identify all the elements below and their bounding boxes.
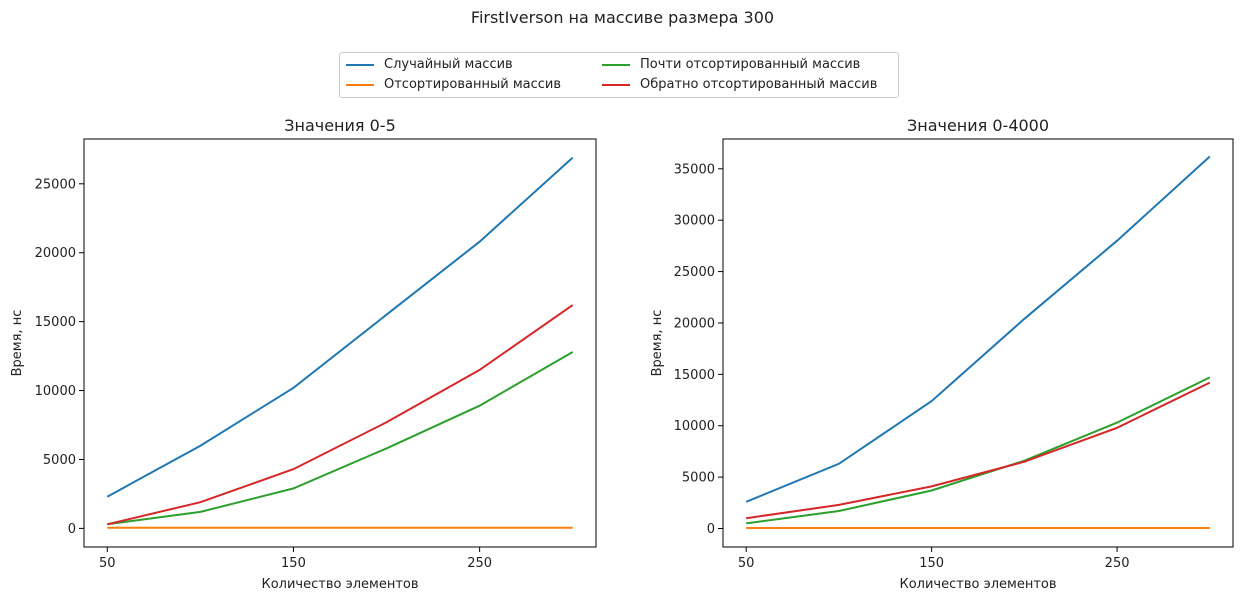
legend-swatch-reversed (602, 83, 630, 86)
legend-label-nearly-sorted: Почти отсортированный массив (640, 57, 861, 72)
plot-1-y-tick-label-5000: 5000 (682, 471, 715, 486)
plot-1-series-line-3 (746, 381, 1211, 520)
legend-swatch-sorted (346, 83, 374, 86)
plot-0-y-tick-label-20000: 20000 (35, 246, 76, 261)
plot-1-series-line-0 (745, 155, 1211, 503)
plot-0-title: Значения 0-5 (284, 116, 396, 135)
legend-swatch-nearly-sorted (602, 63, 630, 66)
plot-1-axes-frame (722, 138, 1234, 548)
plot-0-x-tick-label-150: 150 (281, 556, 306, 571)
legend-swatch-random (346, 63, 374, 66)
plot-0-series-line-0 (106, 156, 574, 498)
plot-0-y-tick-label-10000: 10000 (35, 384, 76, 399)
plot-1-y-tick-label-20000: 20000 (674, 316, 715, 331)
plot-1-y-tick-label-0: 0 (707, 522, 715, 537)
legend-entry-reversed: Обратно отсортированный массив (602, 77, 877, 92)
plot-1-x-tick-label-250: 250 (1105, 556, 1130, 571)
plot-0-y-axis-label: Время, нс (10, 310, 25, 377)
plot-1-y-tick-label-30000: 30000 (674, 214, 715, 229)
subplot-left: 50 150 250 0 5000 10000 15000 20000 25000 Значени… (10, 116, 597, 592)
legend-entry-random: Случайный массив (346, 57, 513, 72)
subplot-right: 50 150 250 0 5000 10000 15000 20000 25000 30000 35… (650, 116, 1234, 592)
plot-1-title: Значения 0-4000 (907, 116, 1049, 135)
plot-1-x-axis-label: Количество элементов (899, 577, 1056, 592)
legend-entry-nearly-sorted: Почти отсортированный массив (602, 57, 860, 72)
plot-0-y-tick-label-15000: 15000 (35, 315, 76, 330)
legend-label-reversed: Обратно отсортированный массив (640, 77, 878, 92)
plot-0-y-tick-label-0: 0 (68, 522, 76, 537)
plot-0-axes-frame (83, 138, 597, 548)
plot-0-x-tick-label-250: 250 (467, 556, 492, 571)
legend-label-sorted: Отсортированный массив (384, 77, 562, 92)
plot-1-x-tick-label-50: 50 (738, 556, 755, 571)
plot-0-series-line-2 (107, 351, 574, 526)
plot-0-y-tick-label-5000: 5000 (43, 453, 76, 468)
plot-1-y-axis-label: Время, нс (650, 310, 665, 377)
legend: Случайный массив Отсортированный массив … (339, 52, 899, 98)
plot-1-y-tick-label-10000: 10000 (674, 419, 715, 434)
plot-1-series-line-2 (746, 376, 1211, 525)
plot-1-y-tick-label-15000: 15000 (674, 368, 715, 383)
plot-1-y-tick-label-35000: 35000 (674, 162, 715, 177)
plot-0-series-line-3 (107, 304, 574, 526)
plot-0-x-tick-label-50: 50 (99, 556, 116, 571)
legend-label-random: Случайный массив (384, 57, 513, 72)
plot-0-y-tick-label-25000: 25000 (35, 177, 76, 192)
plot-0-x-axis-label: Количество элементов (261, 577, 418, 592)
plot-1-y-tick-label-25000: 25000 (674, 265, 715, 280)
plot-1-x-tick-label-150: 150 (919, 556, 944, 571)
legend-entry-sorted: Отсортированный массив (346, 77, 561, 92)
figure-suptitle: FirstIverson на массиве размера 300 (470, 8, 775, 27)
